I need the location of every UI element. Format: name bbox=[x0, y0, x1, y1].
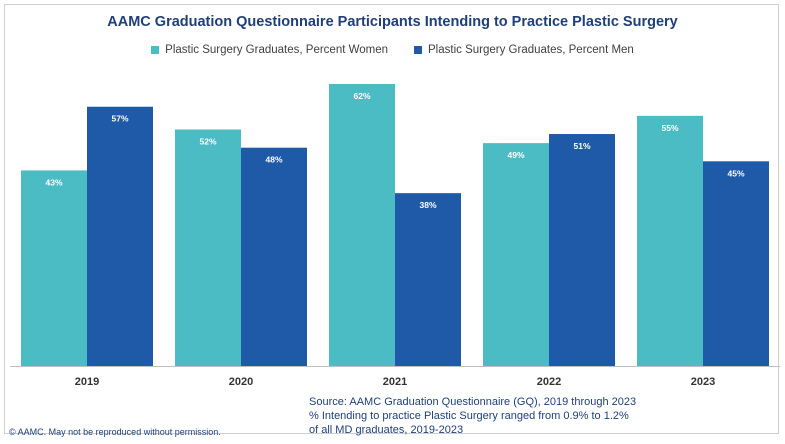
x-tick-label-2023: 2023 bbox=[691, 376, 715, 388]
bar-men-2021 bbox=[395, 193, 461, 366]
bar-women-2019 bbox=[21, 170, 87, 366]
bar-men-2022 bbox=[549, 134, 615, 366]
x-tick-label-2021: 2021 bbox=[383, 376, 407, 388]
bar-men-2020 bbox=[241, 147, 307, 366]
bar-men-2019 bbox=[87, 106, 153, 366]
x-tick-label-2019: 2019 bbox=[75, 376, 99, 388]
bar-men-2023 bbox=[703, 161, 769, 366]
source-note: Source: AAMC Graduation Questionnaire (G… bbox=[309, 395, 636, 437]
x-tick-label-2022: 2022 bbox=[537, 376, 561, 388]
data-label-women-2022: 49% bbox=[507, 150, 524, 160]
legend-label-men: Plastic Surgery Graduates, Percent Men bbox=[428, 44, 634, 56]
data-label-men-2022: 51% bbox=[573, 141, 590, 151]
copyright-notice: © AAMC. May not be reproduced without pe… bbox=[9, 427, 221, 437]
source-line-2: % Intending to practice Plastic Surgery … bbox=[309, 410, 629, 422]
chart-frame bbox=[4, 4, 779, 434]
bar-women-2022 bbox=[483, 143, 549, 366]
bar-women-2020 bbox=[175, 129, 241, 366]
legend-swatch-women bbox=[151, 46, 160, 54]
data-label-men-2021: 38% bbox=[419, 200, 436, 210]
legend-swatch-men bbox=[414, 46, 423, 54]
source-line-1: Source: AAMC Graduation Questionnaire (G… bbox=[309, 396, 637, 408]
x-tick-label-2020: 2020 bbox=[229, 376, 253, 388]
source-line-3: of all MD graduates, 2019-2023 bbox=[309, 424, 464, 436]
data-label-men-2019: 57% bbox=[111, 114, 128, 124]
legend-label-women: Plastic Surgery Graduates, Percent Women bbox=[165, 44, 389, 56]
legend-item-men: Plastic Surgery Graduates, Percent Men bbox=[414, 44, 634, 56]
data-label-men-2023: 45% bbox=[727, 168, 744, 178]
data-label-women-2021: 62% bbox=[353, 91, 370, 101]
bar-women-2021 bbox=[329, 84, 395, 366]
bar-women-2023 bbox=[637, 115, 703, 366]
data-label-women-2023: 55% bbox=[661, 123, 678, 133]
legend: Plastic Surgery Graduates, Percent Women… bbox=[0, 44, 785, 56]
data-label-men-2020: 48% bbox=[265, 155, 282, 165]
data-label-women-2020: 52% bbox=[199, 136, 216, 146]
data-label-women-2019: 43% bbox=[45, 177, 62, 187]
chart-title: AAMC Graduation Questionnaire Participan… bbox=[107, 14, 678, 30]
legend-item-women: Plastic Surgery Graduates, Percent Women bbox=[151, 44, 388, 56]
